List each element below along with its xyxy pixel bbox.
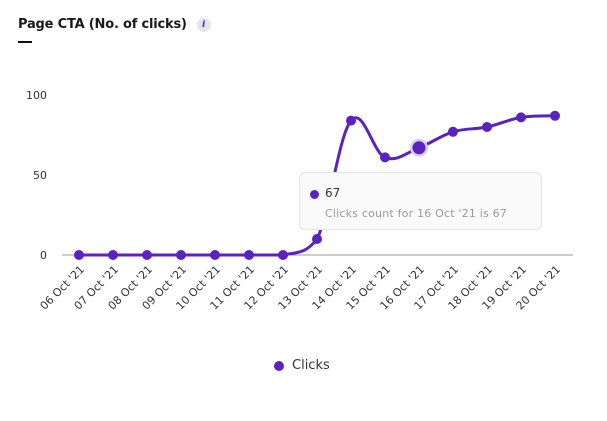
data-point[interactable] [244, 250, 254, 260]
data-point[interactable] [412, 141, 426, 155]
y-tick-label: 50 [33, 169, 47, 182]
data-point[interactable] [108, 250, 118, 260]
data-point[interactable] [550, 110, 560, 121]
title-underline [18, 41, 32, 43]
tooltip-value: 67 [325, 186, 341, 200]
chart-title: Page CTA (No. of clicks) [18, 17, 187, 32]
data-point[interactable] [74, 250, 84, 260]
data-points [74, 110, 560, 260]
y-axis: 0 50 100 [26, 89, 47, 262]
data-point[interactable] [278, 250, 288, 260]
data-point[interactable] [142, 250, 152, 260]
data-point[interactable] [482, 122, 492, 132]
info-icon[interactable]: i [196, 17, 211, 32]
legend-dot-icon [274, 360, 284, 371]
chart-header: Page CTA (No. of clicks) i [18, 17, 211, 32]
data-point[interactable] [210, 250, 220, 260]
tooltip: 67 Clicks count for 16 Oct '21 is 67 [299, 172, 542, 230]
tooltip-series-dot [310, 190, 319, 199]
data-point[interactable] [516, 112, 526, 123]
tooltip-description: Clicks count for 16 Oct '21 is 67 [325, 207, 507, 220]
data-point[interactable] [380, 152, 390, 163]
y-tick-label: 0 [40, 249, 47, 262]
data-point[interactable] [312, 234, 322, 244]
data-point[interactable] [176, 250, 186, 260]
legend-label: Clicks [292, 358, 330, 373]
y-tick-label: 100 [26, 89, 47, 102]
data-point[interactable] [448, 126, 458, 137]
legend-item-clicks[interactable]: Clicks [274, 358, 330, 373]
data-point[interactable] [346, 115, 356, 126]
